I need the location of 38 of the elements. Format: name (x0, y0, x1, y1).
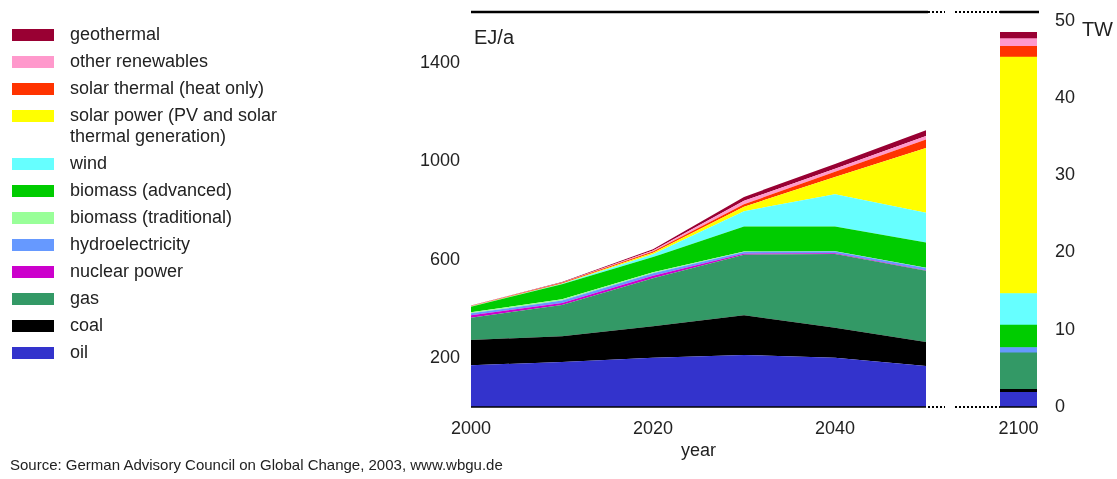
legend-label: geothermal (70, 24, 162, 45)
bar (1000, 45, 1037, 58)
bar (1000, 56, 1037, 294)
x-tick-label: 2000 (450, 417, 492, 438)
legend-label: oil (70, 342, 89, 363)
y-tick-label: 1400 (419, 51, 460, 72)
y2-tick-label: 40 (1055, 87, 1076, 108)
y2-tick-label: 30 (1055, 164, 1076, 185)
legend-label: biomass (traditional) (70, 207, 234, 228)
bar (1000, 38, 1037, 47)
legend-label: solar power (PV and solar thermal generation) (70, 105, 279, 147)
y-axis-title: EJ/a (474, 25, 515, 48)
legend-label: coal (70, 315, 105, 336)
x-tick-label: 2020 (632, 417, 674, 438)
legend-label: gas (70, 288, 101, 309)
y-tick-label: 1000 (419, 150, 460, 171)
bar (1000, 352, 1037, 390)
y2-tick-label: 50 (1055, 9, 1076, 30)
legend-label: biomass (advanced) (70, 180, 234, 201)
y2-tick-label: 0 (1055, 395, 1066, 416)
legend-label: wind (70, 153, 109, 174)
bar (1000, 293, 1037, 326)
x-tick-label: 2040 (814, 417, 856, 438)
y2-tick-label: 10 (1055, 318, 1076, 339)
source-note: Source: German Advisory Council on Global Change, 2003, www.wbgu.de (10, 456, 503, 473)
legend-label: other renewables (70, 51, 210, 72)
bar (1000, 391, 1037, 407)
legend-label: hydroelectricity (70, 234, 192, 255)
y2-axis-title: TW (1081, 17, 1114, 40)
x-axis-title: year (680, 440, 717, 461)
y-tick-label: 600 (429, 248, 460, 269)
legend-label: solar thermal (heat only) (70, 78, 266, 99)
y-tick-label: 200 (429, 346, 460, 367)
bar (1000, 347, 1037, 354)
legend-label: nuclear power (70, 261, 185, 282)
x-tick-label: 2100 (998, 417, 1039, 438)
y2-tick-label: 20 (1055, 241, 1076, 262)
bar (1000, 324, 1037, 348)
